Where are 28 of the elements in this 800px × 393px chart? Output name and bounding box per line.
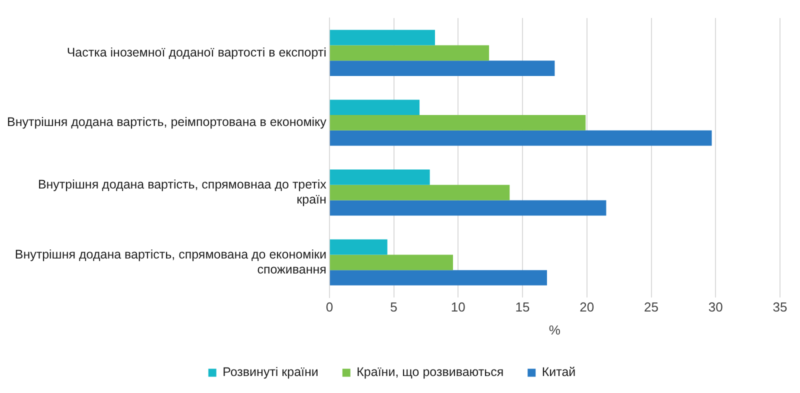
x-tick-label: 25 (644, 300, 658, 315)
x-axis-title: % (548, 322, 561, 338)
bar (330, 45, 490, 61)
legend-label: Країни, що розвиваються (356, 365, 504, 380)
bar (330, 60, 555, 76)
x-tick-label: 0 (326, 300, 334, 315)
x-tick-label: 10 (450, 300, 466, 315)
y-tick-label: Внутрішня додана вартість, спрямована до економіки споживання (14, 247, 326, 276)
bar (330, 130, 712, 146)
bar (330, 270, 547, 286)
bar (330, 100, 420, 116)
x-tick-label: 15 (515, 300, 530, 315)
x-tick-label: 35 (772, 300, 788, 315)
bar (330, 200, 606, 216)
x-tick-label: 5 (390, 300, 398, 315)
bar (330, 170, 430, 185)
y-tick-label: Внутрішня додана вартість, спрямовнаа до третіх країн (38, 178, 328, 207)
bar (330, 115, 586, 130)
y-tick-label: Внутрішня додана вартість, реімпортована в економіку (6, 115, 328, 130)
x-tick-label: 20 (580, 300, 594, 315)
legend-label: Розвинуті країни (222, 365, 318, 380)
bar (330, 30, 435, 46)
legend-label: Китай (542, 365, 576, 380)
bar (330, 239, 388, 255)
bar (330, 184, 510, 200)
y-tick-label: Частка іноземної доданої вартості в експорті (66, 45, 326, 60)
bar (330, 254, 454, 270)
x-tick-label: 30 (708, 300, 723, 315)
